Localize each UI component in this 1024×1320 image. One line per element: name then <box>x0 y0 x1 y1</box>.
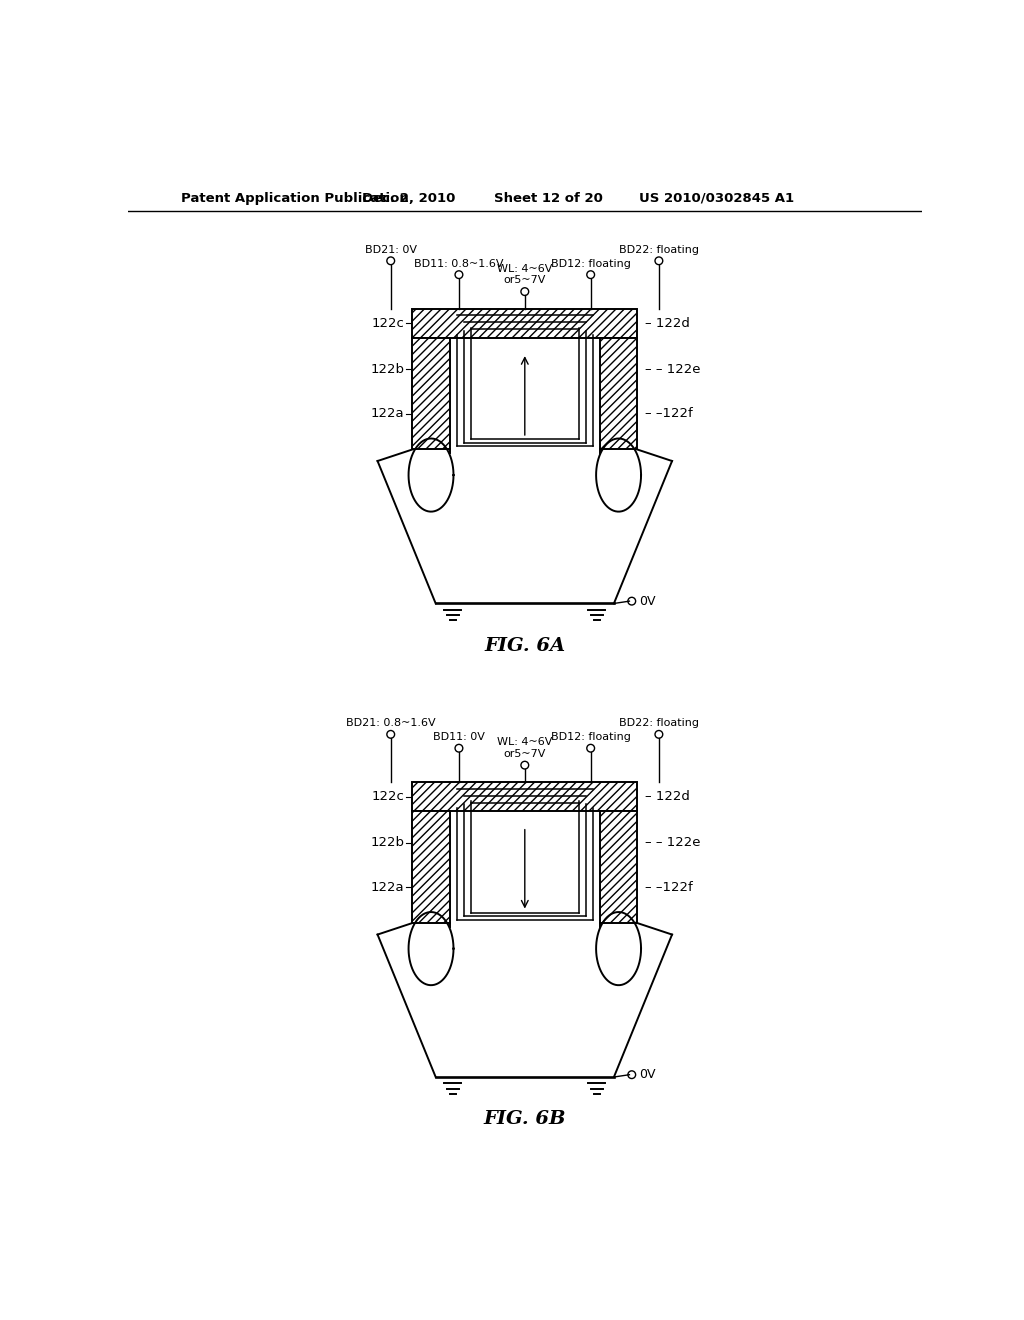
Text: FIG. 6B: FIG. 6B <box>483 1110 566 1129</box>
Text: 122b: 122b <box>371 836 404 849</box>
Text: BD11: 0V: BD11: 0V <box>433 733 484 742</box>
Bar <box>413 309 637 338</box>
Text: 0V: 0V <box>640 594 656 607</box>
Text: BD22: floating: BD22: floating <box>618 244 698 255</box>
Bar <box>413 812 450 923</box>
Text: – –122f: – –122f <box>645 880 692 894</box>
Text: Patent Application Publication: Patent Application Publication <box>180 191 409 205</box>
Text: BD12: floating: BD12: floating <box>551 733 631 742</box>
Text: WL: 4~6V
or5~7V: WL: 4~6V or5~7V <box>497 264 553 285</box>
Text: WL: 4~6V
or5~7V: WL: 4~6V or5~7V <box>497 738 553 759</box>
Text: Dec. 2, 2010: Dec. 2, 2010 <box>361 191 456 205</box>
Text: BD12: floating: BD12: floating <box>551 259 631 268</box>
Text: 122c: 122c <box>372 317 404 330</box>
Text: BD11: 0.8~1.6V: BD11: 0.8~1.6V <box>414 259 504 268</box>
Text: – 122d: – 122d <box>645 791 690 804</box>
Text: – –122f: – –122f <box>645 408 692 420</box>
Bar <box>600 812 637 923</box>
Text: FIG. 6A: FIG. 6A <box>484 636 565 655</box>
Text: Sheet 12 of 20: Sheet 12 of 20 <box>495 191 603 205</box>
Text: 122a: 122a <box>371 408 404 420</box>
Bar <box>600 338 637 449</box>
Bar <box>413 781 637 812</box>
Text: – – 122e: – – 122e <box>645 836 700 849</box>
Text: US 2010/0302845 A1: US 2010/0302845 A1 <box>639 191 795 205</box>
Text: BD21: 0.8~1.6V: BD21: 0.8~1.6V <box>346 718 435 729</box>
Text: BD21: 0V: BD21: 0V <box>365 244 417 255</box>
Text: 122b: 122b <box>371 363 404 376</box>
Text: 122a: 122a <box>371 880 404 894</box>
Text: – 122d: – 122d <box>645 317 690 330</box>
Text: – – 122e: – – 122e <box>645 363 700 376</box>
Text: 0V: 0V <box>640 1068 656 1081</box>
Text: 122c: 122c <box>372 791 404 804</box>
Bar <box>413 338 450 449</box>
Text: BD22: floating: BD22: floating <box>618 718 698 729</box>
